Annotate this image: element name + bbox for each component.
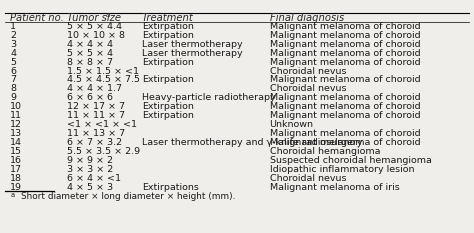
Text: 4 × 4 × 4: 4 × 4 × 4 xyxy=(67,40,113,49)
Text: 14: 14 xyxy=(10,138,22,147)
Text: Extirpation: Extirpation xyxy=(142,75,194,84)
Text: 3 × 3 × 2: 3 × 3 × 2 xyxy=(67,165,114,174)
Text: Malignant melanoma of choroid: Malignant melanoma of choroid xyxy=(270,40,420,49)
Text: 11 × 13 × 7: 11 × 13 × 7 xyxy=(67,129,126,138)
Text: Malignant melanoma of choroid: Malignant melanoma of choroid xyxy=(270,138,420,147)
Text: 3: 3 xyxy=(10,40,17,49)
Text: Laser thermotherapy: Laser thermotherapy xyxy=(142,40,242,49)
Text: Laser thermotherapy: Laser thermotherapy xyxy=(142,49,242,58)
Text: Treatment: Treatment xyxy=(142,13,193,23)
Text: Choroidal nevus: Choroidal nevus xyxy=(270,84,346,93)
Text: 5 × 5 × 4.4: 5 × 5 × 4.4 xyxy=(67,22,122,31)
Text: 15: 15 xyxy=(10,147,22,156)
Text: Malignant melanoma of choroid: Malignant melanoma of choroid xyxy=(270,111,420,120)
Text: Malignant melanoma of choroid: Malignant melanoma of choroid xyxy=(270,102,420,111)
Text: 5 × 5 × 4: 5 × 5 × 4 xyxy=(67,49,113,58)
Text: 11 × 11 × 7: 11 × 11 × 7 xyxy=(67,111,126,120)
Text: 4.5 × 4.5 × 7.5: 4.5 × 4.5 × 7.5 xyxy=(67,75,140,84)
Text: Choroidal nevus: Choroidal nevus xyxy=(270,67,346,75)
Text: Idiopathic inflammatory lesion: Idiopathic inflammatory lesion xyxy=(270,165,414,174)
Text: Extirpation: Extirpation xyxy=(142,102,194,111)
Text: Malignant melanoma of choroid: Malignant melanoma of choroid xyxy=(270,49,420,58)
Text: Extirpations: Extirpations xyxy=(142,182,199,192)
Text: Suspected choroidal hemangioma: Suspected choroidal hemangioma xyxy=(270,156,431,165)
Text: Extirpation: Extirpation xyxy=(142,31,194,40)
Text: Choroidal hemangioma: Choroidal hemangioma xyxy=(270,147,380,156)
Text: 4 × 5 × 3: 4 × 5 × 3 xyxy=(67,182,114,192)
Text: Short diameter × long diameter × height (mm).: Short diameter × long diameter × height … xyxy=(20,192,235,201)
Text: Unknown: Unknown xyxy=(270,120,313,129)
Text: Extirpation: Extirpation xyxy=(142,111,194,120)
Text: Malignant melanoma of choroid: Malignant melanoma of choroid xyxy=(270,75,420,84)
Text: Final diagnosis: Final diagnosis xyxy=(270,13,344,23)
Text: 5.5 × 3.5 × 2.9: 5.5 × 3.5 × 2.9 xyxy=(67,147,141,156)
Text: 13: 13 xyxy=(10,129,22,138)
Text: 6 × 4 × <1: 6 × 4 × <1 xyxy=(67,174,121,183)
Text: Malignant melanoma of iris: Malignant melanoma of iris xyxy=(270,182,399,192)
Text: 8: 8 xyxy=(10,84,16,93)
Text: 9 × 9 × 2: 9 × 9 × 2 xyxy=(67,156,113,165)
Text: 8 × 8 × 7: 8 × 8 × 7 xyxy=(67,58,113,67)
Text: <1 × <1 × <1: <1 × <1 × <1 xyxy=(67,120,137,129)
Text: 12 × 17 × 7: 12 × 17 × 7 xyxy=(67,102,126,111)
Text: 18: 18 xyxy=(10,174,22,183)
Text: 10: 10 xyxy=(10,102,22,111)
Text: Heavy-particle radiotherapy: Heavy-particle radiotherapy xyxy=(142,93,275,102)
Text: Malignant melanoma of choroid: Malignant melanoma of choroid xyxy=(270,22,420,31)
Text: 19: 19 xyxy=(10,182,22,192)
Text: 17: 17 xyxy=(10,165,22,174)
Text: Extirpation: Extirpation xyxy=(142,22,194,31)
Text: 7: 7 xyxy=(10,75,16,84)
Text: Malignant melanoma of choroid: Malignant melanoma of choroid xyxy=(270,93,420,102)
Text: Tumor size: Tumor size xyxy=(67,13,121,23)
Text: Malignant melanoma of choroid: Malignant melanoma of choroid xyxy=(270,31,420,40)
Text: 5: 5 xyxy=(10,58,16,67)
Text: 6 × 7 × 3.2: 6 × 7 × 3.2 xyxy=(67,138,123,147)
Text: 1: 1 xyxy=(10,22,16,31)
Text: 16: 16 xyxy=(10,156,22,165)
Text: 4 × 4 × 1.7: 4 × 4 × 1.7 xyxy=(67,84,122,93)
Text: 4: 4 xyxy=(10,49,16,58)
Text: 12: 12 xyxy=(10,120,22,129)
Text: 6: 6 xyxy=(10,67,16,75)
Text: 11: 11 xyxy=(10,111,22,120)
Text: 2: 2 xyxy=(10,31,16,40)
Text: Malignant melanoma of choroid: Malignant melanoma of choroid xyxy=(270,58,420,67)
Text: 6 × 6 × 6: 6 × 6 × 6 xyxy=(67,93,113,102)
Text: Choroidal nevus: Choroidal nevus xyxy=(270,174,346,183)
Text: a: a xyxy=(10,192,14,198)
Text: Extirpation: Extirpation xyxy=(142,58,194,67)
Text: Laser thermotherapy and γ-knife radiosurgery: Laser thermotherapy and γ-knife radiosur… xyxy=(142,138,362,147)
Text: 10 × 10 × 8: 10 × 10 × 8 xyxy=(67,31,126,40)
Text: a: a xyxy=(106,12,110,18)
Text: 9: 9 xyxy=(10,93,16,102)
Text: Malignant melanoma of choroid: Malignant melanoma of choroid xyxy=(270,129,420,138)
Text: 1.5 × 1.5 × <1: 1.5 × 1.5 × <1 xyxy=(67,67,139,75)
Text: Patient no.: Patient no. xyxy=(10,13,64,23)
